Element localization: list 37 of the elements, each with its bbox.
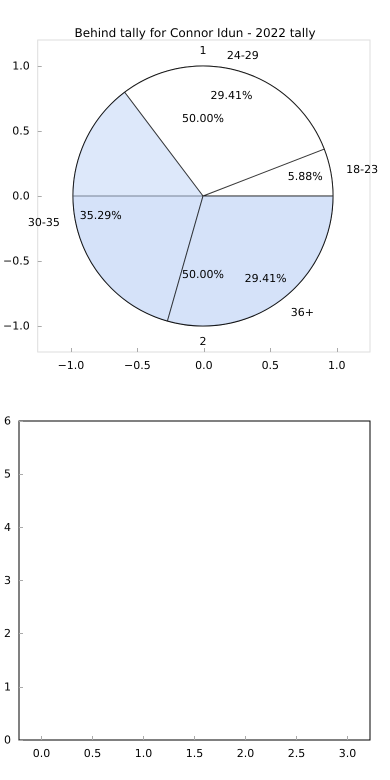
y-tick-label: 4 — [4, 520, 11, 534]
y-tick-label: 0 — [4, 734, 11, 746]
x-tick-label: 0.5 — [262, 359, 280, 372]
x-tick-label: 0.5 — [84, 747, 102, 760]
data-label: 29.41% — [210, 89, 252, 102]
x-tick-label: 1.0 — [328, 359, 346, 372]
x-tick-label: 1.5 — [186, 747, 204, 760]
y-tick-label: 6 — [4, 414, 11, 428]
y-tick-label: 0.5 — [12, 124, 30, 138]
x-tick-label: −0.5 — [124, 359, 151, 372]
x-tick-label: 2.0 — [236, 747, 254, 760]
slice-label: 24-29 — [226, 49, 259, 62]
x-tick-label: −1.0 — [58, 359, 84, 372]
y-tick-label: −1.0 — [2, 320, 30, 332]
x-tick-label: 0.0 — [195, 359, 213, 372]
chart-title: Behind tally for Connor Idun - 2022 tally — [74, 26, 316, 40]
y-tick-label: −0.5 — [2, 254, 30, 268]
x-tick-label: 1.0 — [134, 747, 152, 760]
data-label: 35.29% — [80, 208, 122, 222]
y-tick-label: 0.0 — [12, 190, 30, 202]
y-tick-label: 5 — [4, 468, 11, 481]
slice-label: 18-23 — [346, 162, 378, 176]
slice-label: 30-35 — [28, 216, 60, 230]
y-tick-label: 1 — [4, 680, 11, 694]
slice-label: 36+ — [290, 306, 314, 319]
data-label: 50.00% — [182, 268, 224, 280]
x-tick-label: 0.0 — [32, 747, 50, 760]
data-label: 29.41% — [244, 272, 287, 286]
slice-label: 2 — [200, 335, 206, 348]
data-label: 5.88% — [288, 170, 323, 184]
y-tick-label: 3 — [4, 574, 11, 587]
x-tick-label: 2.5 — [288, 747, 306, 760]
x-tick-label: 3.0 — [338, 747, 356, 760]
y-tick-label: 1.0 — [12, 60, 30, 72]
y-tick-label: 2 — [4, 627, 11, 640]
slice-label: 1 — [200, 44, 206, 57]
data-label: 50.00% — [182, 112, 224, 124]
